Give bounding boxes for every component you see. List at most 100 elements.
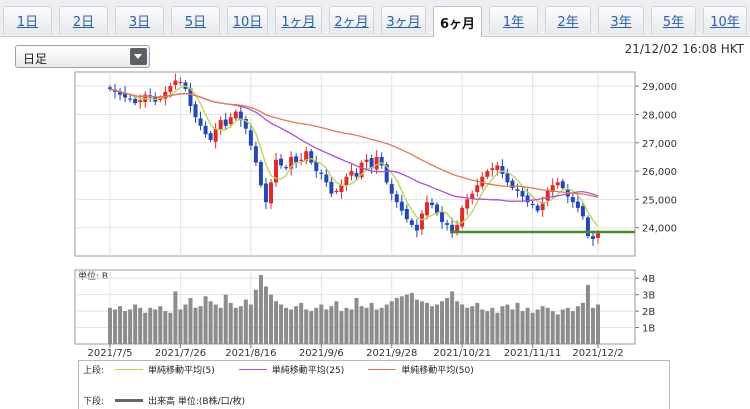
volume-bar	[218, 307, 223, 344]
candle-body	[419, 213, 424, 230]
volume-bar	[440, 301, 445, 344]
candle-body	[596, 233, 600, 238]
volume-bar	[575, 306, 580, 344]
volume-unit-label: 単位: B	[78, 270, 108, 282]
volume-bar	[208, 301, 213, 344]
tab-4[interactable]: 5日	[171, 6, 220, 34]
volume-bar	[585, 284, 590, 344]
volume-tick-label: 1B	[642, 324, 655, 335]
volume-bar	[435, 304, 440, 344]
candle-body	[364, 159, 369, 163]
candle-body	[178, 81, 183, 83]
volume-bar	[158, 306, 163, 344]
volume-bar	[550, 311, 555, 344]
tab-1[interactable]: 1日	[3, 6, 52, 34]
tab-13[interactable]: 5年	[651, 6, 696, 34]
candle-body	[344, 176, 349, 186]
volume-bar	[560, 309, 565, 344]
candle-body	[163, 91, 168, 99]
tab-6[interactable]: 1ヶ月	[275, 6, 322, 34]
candle-body	[274, 159, 279, 183]
tab-2[interactable]: 2日	[59, 6, 108, 34]
tab-9[interactable]: 6ヶ月	[433, 6, 482, 37]
volume-bar	[455, 301, 460, 344]
candle-body	[128, 98, 133, 100]
candle-body	[314, 161, 319, 172]
volume-bar	[384, 304, 389, 344]
volume-bar	[213, 304, 218, 344]
candle-body	[289, 156, 294, 169]
volume-tick-label: 2B	[642, 307, 655, 318]
tab-10[interactable]: 1年	[489, 6, 538, 34]
candle-body	[123, 92, 128, 98]
tab-12[interactable]: 3年	[598, 6, 644, 34]
candle-body	[389, 184, 394, 194]
legend-item-ma25: 単純移動平均(25)	[238, 363, 344, 376]
candle-body	[520, 190, 525, 197]
candle-body	[409, 220, 414, 225]
candle-body	[324, 174, 329, 183]
chart-period-select[interactable]: 日足	[15, 45, 150, 68]
volume-bar	[379, 307, 384, 344]
volume-bar	[274, 301, 279, 344]
volume-bar	[183, 304, 188, 344]
volume-bar	[268, 294, 273, 344]
candle-body	[334, 190, 339, 193]
volume-bar	[374, 309, 379, 344]
legend-row-lower: 下段: 出来高 単位:(B株/口/枚)	[83, 394, 269, 407]
candle-body	[118, 91, 123, 95]
stock-chart: 29,000 28,000 27,000 26,000 25,000 24,000 単位: …	[74, 71, 677, 359]
volume-bar	[565, 307, 570, 344]
candle-body	[198, 118, 203, 126]
candle-body	[580, 206, 585, 217]
volume-bar	[289, 309, 294, 344]
volume-bar	[570, 311, 575, 344]
candle-body	[243, 118, 248, 129]
candle-body	[429, 202, 434, 206]
volume-bar	[500, 306, 505, 344]
legend-item-ma50: 単純移動平均(50)	[368, 363, 474, 376]
volume-bar	[304, 309, 309, 344]
tab-3[interactable]: 3日	[115, 6, 164, 34]
volume-bar	[228, 302, 233, 344]
ma5-line	[109, 85, 599, 228]
volume-bar	[490, 307, 495, 344]
volume-bar	[530, 312, 535, 344]
candle-body	[414, 224, 419, 231]
candle-body	[404, 209, 409, 220]
volume-bar	[263, 286, 268, 344]
x-tick-label: 2021/9/28	[366, 348, 417, 359]
volume-bar	[309, 311, 314, 344]
tab-7[interactable]: 2ヶ月	[329, 6, 374, 34]
candle-body	[470, 193, 475, 199]
volume-bar	[123, 311, 128, 344]
candle-body	[399, 201, 404, 211]
volume-bar	[349, 309, 354, 344]
candle-body	[304, 151, 309, 161]
x-tick-label: 2021/7/26	[155, 348, 206, 359]
volume-bar	[118, 306, 123, 344]
candle-body	[369, 158, 374, 169]
volume-bar	[590, 307, 595, 344]
legend-swatch-ma5	[115, 368, 143, 370]
volume-bar	[480, 309, 485, 344]
candle-body	[228, 117, 233, 125]
volume-bar	[414, 299, 419, 344]
candle-body	[233, 111, 238, 119]
volume-bar	[424, 302, 429, 344]
tab-11[interactable]: 2年	[545, 6, 591, 34]
x-tick-label: 2021/10/21	[433, 348, 491, 359]
volume-bar	[515, 302, 520, 344]
tab-5[interactable]: 10日	[227, 6, 268, 34]
candle-body	[480, 176, 485, 187]
candle-body	[213, 128, 218, 142]
tab-14[interactable]: 10年	[703, 6, 747, 34]
legend-row-upper: 上段: 単純移動平均(5) 単純移動平均(25) 単純移動平均(50)	[83, 363, 498, 376]
volume-bar	[429, 306, 434, 344]
legend-swatch-volume	[115, 398, 143, 402]
tab-8[interactable]: 3ヶ月	[381, 6, 426, 34]
price-tick-label: 26,000	[642, 167, 677, 178]
volume-bar	[409, 293, 414, 344]
volume-bar	[389, 301, 394, 344]
volume-tick-label: 3B	[642, 291, 655, 302]
